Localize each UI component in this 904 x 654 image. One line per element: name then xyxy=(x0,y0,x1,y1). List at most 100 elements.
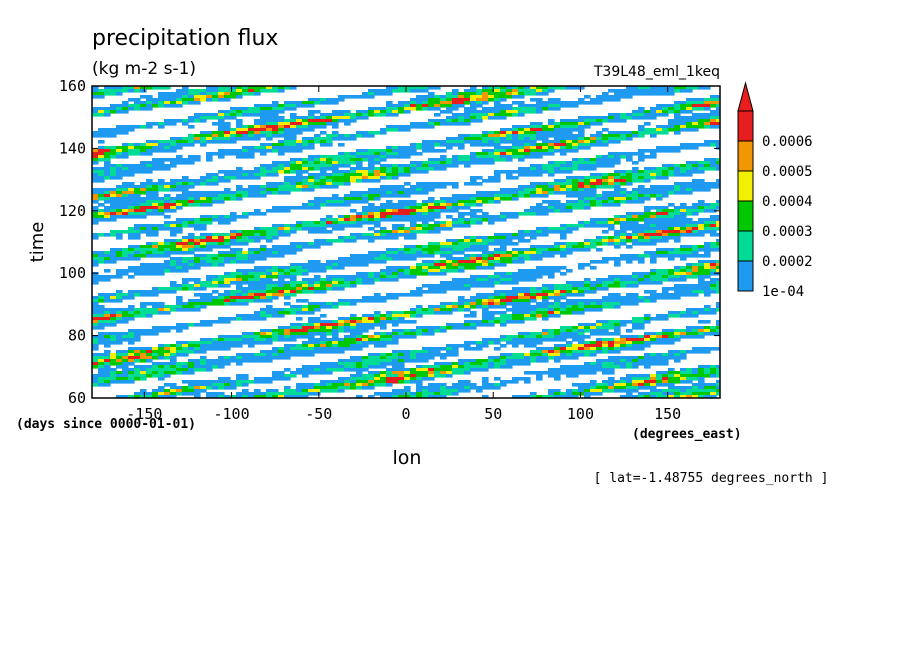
heatmap-cell xyxy=(566,161,573,165)
heatmap-cell xyxy=(410,227,417,231)
heatmap-cell xyxy=(182,161,189,165)
heatmap-cell xyxy=(698,113,705,117)
heatmap-cell xyxy=(680,146,687,150)
heatmap-cell xyxy=(278,287,285,291)
heatmap-cell xyxy=(362,215,369,219)
heatmap-cell xyxy=(200,323,207,327)
heatmap-cell xyxy=(674,185,681,189)
heatmap-cell xyxy=(422,89,429,93)
heatmap-cell xyxy=(248,278,255,282)
heatmap-cell xyxy=(302,245,309,249)
heatmap-cell xyxy=(578,284,585,288)
heatmap-cell xyxy=(524,269,531,273)
heatmap-cell xyxy=(668,185,675,189)
heatmap-cell xyxy=(218,125,225,129)
heatmap-cell xyxy=(290,128,297,132)
heatmap-cell xyxy=(584,179,591,183)
heatmap-cell xyxy=(692,275,699,279)
heatmap-cell xyxy=(290,86,297,90)
heatmap-cell xyxy=(452,266,459,270)
heatmap-cell xyxy=(692,227,699,231)
heatmap-cell xyxy=(512,86,519,90)
heatmap-cell xyxy=(254,287,261,291)
heatmap-cell xyxy=(242,272,249,276)
heatmap-cell xyxy=(284,119,291,123)
heatmap-cell xyxy=(176,140,183,144)
heatmap-cell xyxy=(296,224,303,228)
heatmap-cell xyxy=(158,182,165,186)
heatmap-cell xyxy=(392,248,399,252)
heatmap-cell xyxy=(422,284,429,288)
heatmap-cell xyxy=(488,110,495,114)
heatmap-cell xyxy=(434,212,441,216)
heatmap-cell xyxy=(524,146,531,150)
heatmap-cell xyxy=(500,263,507,267)
heatmap-cell xyxy=(668,128,675,132)
heatmap-cell xyxy=(170,206,177,210)
heatmap-cell xyxy=(386,200,393,204)
heatmap-cell xyxy=(338,98,345,102)
heatmap-cell xyxy=(368,131,375,135)
heatmap-cell xyxy=(428,218,435,222)
heatmap-cell xyxy=(296,281,303,285)
heatmap-cell xyxy=(254,86,261,90)
heatmap-cell xyxy=(566,209,573,213)
heatmap-cell xyxy=(596,131,603,135)
heatmap-cell xyxy=(122,170,129,174)
heatmap-cell xyxy=(428,107,435,111)
heatmap-cell xyxy=(686,275,693,279)
heatmap-cell xyxy=(638,230,645,234)
heatmap-cell xyxy=(620,218,627,222)
heatmap-cell xyxy=(398,185,405,189)
heatmap-cell xyxy=(644,218,651,222)
heatmap-cell xyxy=(320,122,327,126)
heatmap-cell xyxy=(374,233,381,237)
heatmap-cell xyxy=(686,326,693,330)
heatmap-cell xyxy=(566,200,573,204)
heatmap-cell xyxy=(362,194,369,198)
heatmap-cell xyxy=(254,113,261,117)
heatmap-cell xyxy=(698,122,705,126)
heatmap-cell xyxy=(278,125,285,129)
heatmap-cell xyxy=(590,290,597,294)
heatmap-cell xyxy=(248,86,255,90)
heatmap-cell xyxy=(620,320,627,324)
heatmap-cell xyxy=(608,284,615,288)
heatmap-cell xyxy=(566,206,573,210)
heatmap-cell xyxy=(638,320,645,324)
heatmap-cell xyxy=(716,269,720,273)
heatmap-cell xyxy=(524,278,531,282)
heatmap-cell xyxy=(482,116,489,120)
heatmap-cell xyxy=(632,161,639,165)
heatmap-cell xyxy=(284,293,291,297)
heatmap-cell xyxy=(224,257,231,261)
heatmap-cell xyxy=(146,188,153,192)
heatmap-cell xyxy=(182,326,189,330)
heatmap-cell xyxy=(272,191,279,195)
heatmap-cell xyxy=(278,140,285,144)
heatmap-cell xyxy=(98,110,105,114)
heatmap-cell xyxy=(422,266,429,270)
heatmap-cell xyxy=(692,269,699,273)
heatmap-cell xyxy=(212,152,219,156)
heatmap-cell xyxy=(584,143,591,147)
heatmap-cell xyxy=(266,266,273,270)
heatmap-cell xyxy=(266,305,273,309)
heatmap-cell xyxy=(140,182,147,186)
heatmap-cell xyxy=(470,260,477,264)
heatmap-cell xyxy=(626,275,633,279)
heatmap-cell xyxy=(236,176,243,180)
heatmap-cell xyxy=(560,242,567,246)
heatmap-cell xyxy=(434,167,441,171)
heatmap-cell xyxy=(656,92,663,96)
heatmap-cell xyxy=(308,263,315,267)
heatmap-cell xyxy=(494,149,501,153)
heatmap-cell xyxy=(500,215,507,219)
heatmap-cell xyxy=(92,86,99,90)
heatmap-cell xyxy=(320,218,327,222)
heatmap-cell xyxy=(164,188,171,192)
heatmap-cell xyxy=(326,137,333,141)
heatmap-cell xyxy=(542,308,549,312)
heatmap-cell xyxy=(236,110,243,114)
heatmap-cell xyxy=(296,173,303,177)
